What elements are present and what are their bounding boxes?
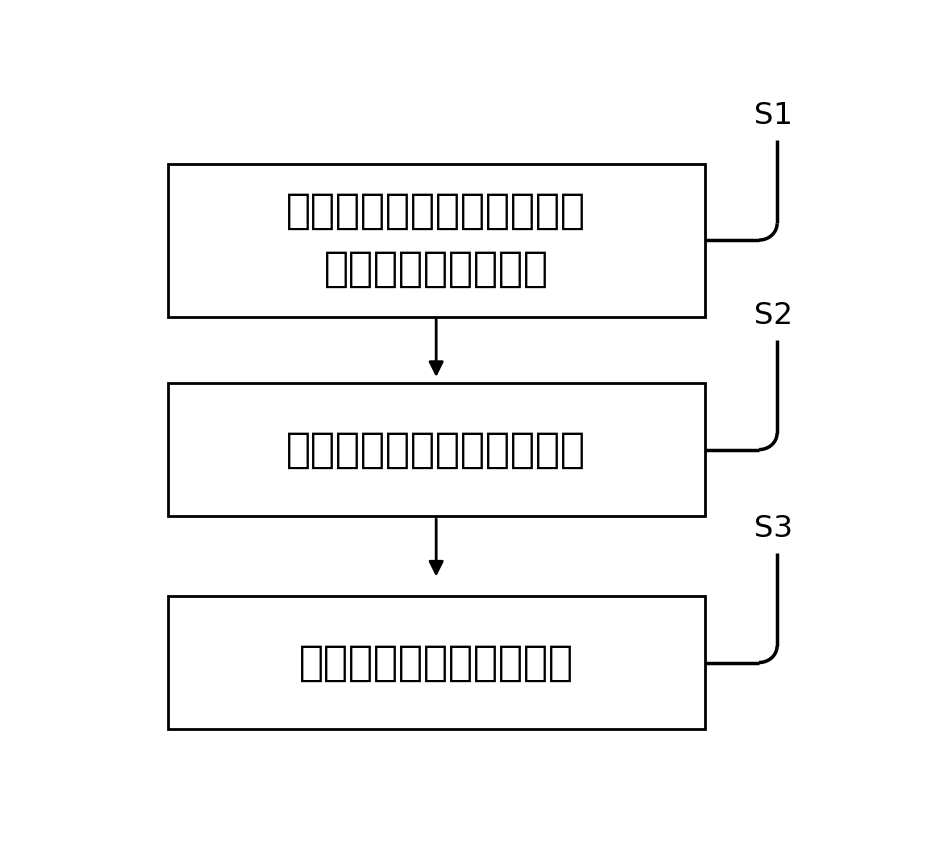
Text: S1: S1 — [754, 101, 793, 130]
Text: 影像获取和地表温度数据与
植被指数数据预处理: 影像获取和地表温度数据与 植被指数数据预处理 — [286, 190, 586, 290]
Bar — [168, 383, 705, 516]
Text: S3: S3 — [754, 514, 793, 543]
Text: 干旱等级专题图自动生产: 干旱等级专题图自动生产 — [299, 641, 574, 683]
Bar — [168, 163, 705, 316]
Bar — [168, 596, 705, 729]
Text: 计算温度植被干旱等级数据: 计算温度植被干旱等级数据 — [286, 429, 586, 471]
Text: S2: S2 — [754, 301, 793, 330]
